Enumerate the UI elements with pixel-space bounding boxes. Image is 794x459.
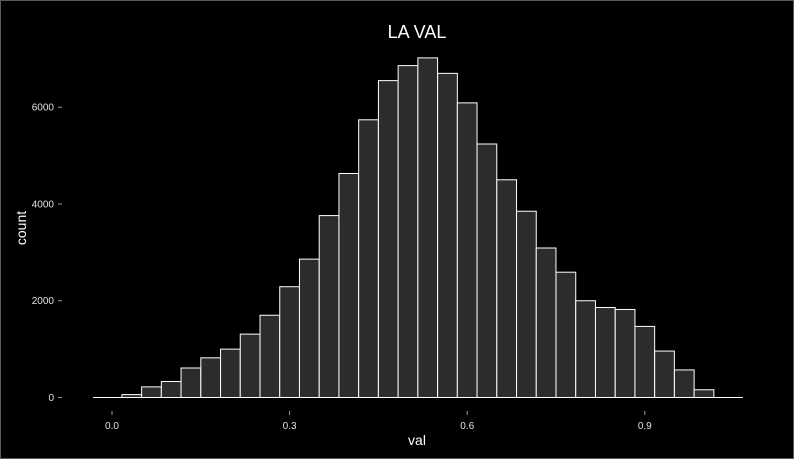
histogram-bar: [318, 215, 340, 398]
x-tick-label: 0.0: [105, 421, 119, 432]
histogram-bar: [673, 369, 695, 399]
histogram-bar: [180, 367, 202, 398]
y-tick-label: 6000: [32, 103, 55, 114]
histogram-bar: [239, 333, 261, 398]
histogram-bar: [259, 314, 281, 398]
y-tick-label: 4000: [32, 199, 55, 210]
histogram-bar: [200, 357, 222, 398]
x-axis: 0.0 0.3 0.6 0.9: [105, 411, 652, 432]
histogram-bar: [535, 247, 557, 398]
histogram-bar: [555, 271, 577, 399]
histogram-bar: [575, 300, 596, 398]
histogram-bar: [654, 350, 675, 398]
histogram-bar: [437, 72, 458, 398]
y-tick-label: 0: [48, 393, 54, 404]
chart-title: LA VAL: [388, 22, 447, 42]
histogram-bar: [377, 80, 399, 399]
histogram-bar: [693, 389, 715, 399]
histogram-bars: [121, 57, 715, 399]
x-tick-label: 0.9: [638, 421, 652, 432]
histogram-bar: [456, 102, 478, 399]
histogram-bar: [298, 258, 320, 398]
histogram-bar: [634, 325, 656, 399]
histogram-bar: [476, 143, 498, 398]
x-tick-label: 0.6: [460, 421, 474, 432]
histogram-bar: [594, 307, 616, 399]
y-axis-title: count: [13, 211, 29, 245]
y-tick-label: 2000: [32, 296, 55, 307]
histogram-bar: [358, 119, 379, 399]
histogram-bar: [338, 173, 360, 398]
histogram-bar: [141, 386, 162, 398]
histogram-bar: [496, 179, 518, 398]
histogram-bar: [417, 57, 439, 399]
histogram-bar: [220, 348, 241, 398]
x-tick-label: 0.3: [283, 421, 297, 432]
histogram-bar: [279, 286, 300, 398]
histogram-bar: [397, 65, 419, 399]
histogram-bar: [160, 381, 182, 398]
x-axis-title: val: [408, 432, 426, 448]
histogram-bar: [614, 308, 636, 399]
histogram-bar: [516, 210, 537, 398]
y-axis: 0 2000 4000 6000: [32, 103, 62, 404]
